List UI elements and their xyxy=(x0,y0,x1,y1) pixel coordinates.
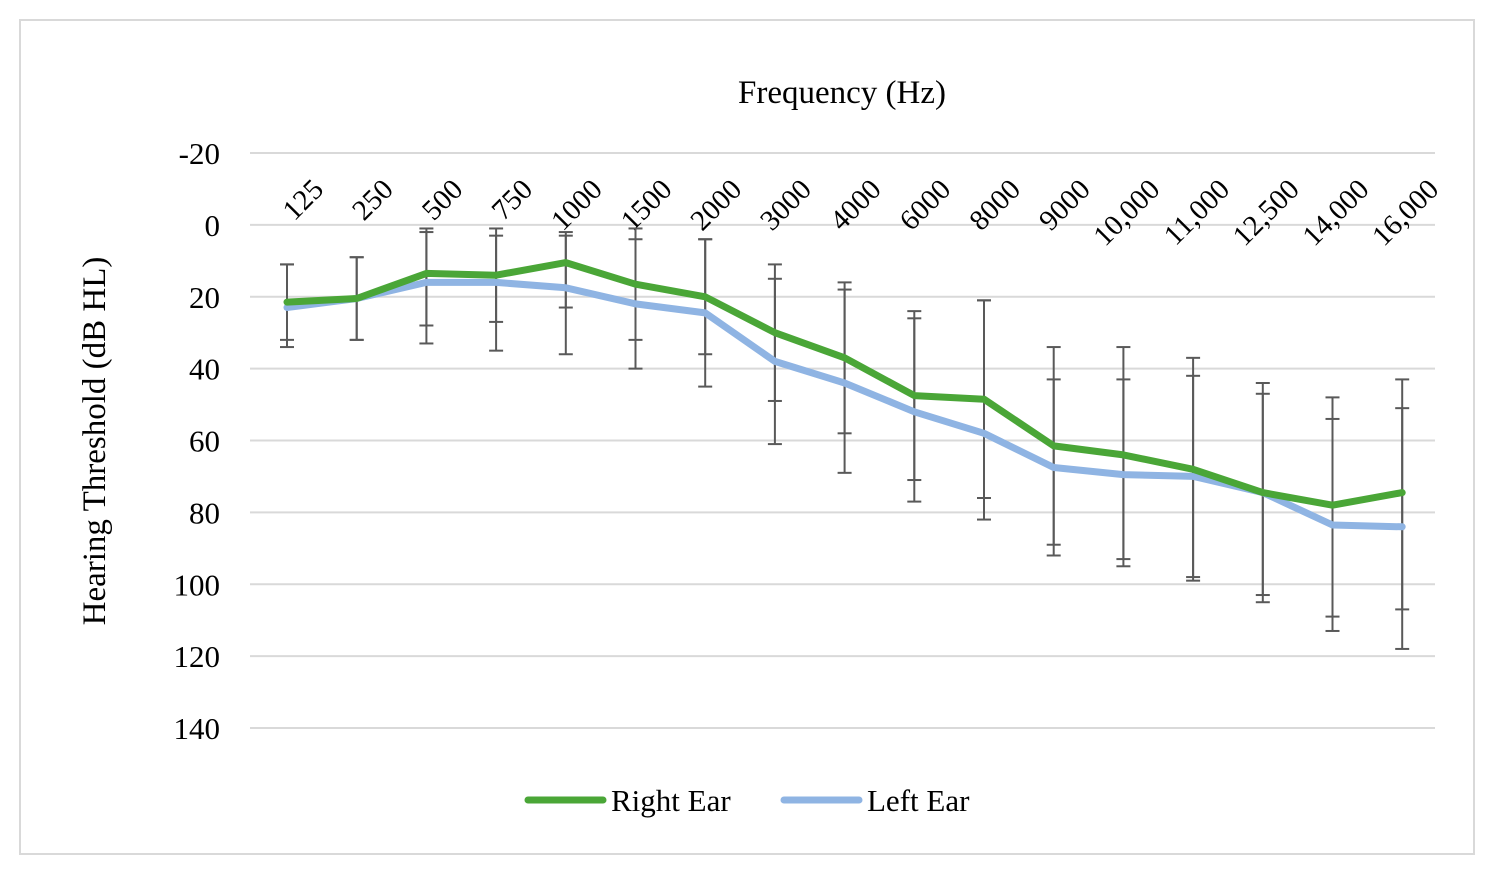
x-tick-label: 11,000 xyxy=(1158,173,1236,251)
gridlines xyxy=(250,152,1435,729)
x-tick-label: 9000 xyxy=(1033,173,1097,237)
y-tick-label: 20 xyxy=(189,280,220,315)
y-tick-label: 140 xyxy=(174,711,221,746)
x-tick-label: 14,000 xyxy=(1296,173,1375,252)
x-tick-label: 6000 xyxy=(894,173,958,237)
x-tick-label: 2000 xyxy=(685,173,749,237)
y-tick-label: 0 xyxy=(205,208,221,243)
x-axis-title: Frequency (Hz) xyxy=(738,75,946,111)
x-tick-label: 4000 xyxy=(824,173,888,237)
series-lines xyxy=(283,259,1406,531)
x-tick-label: 8000 xyxy=(963,173,1027,237)
x-axis-tick-labels: 125 250 500 750 1000 1500 2000 3000 4000 6000 8000… xyxy=(277,173,1446,252)
x-tick-label: 1000 xyxy=(545,173,609,237)
x-tick-label: 12,500 xyxy=(1227,173,1306,252)
y-tick-label: 80 xyxy=(189,495,220,530)
legend-label-right-ear: Right Ear xyxy=(611,783,731,818)
legend: Right Ear Left Ear xyxy=(524,783,970,818)
y-tick-label: 60 xyxy=(189,424,220,459)
chart-frame xyxy=(19,19,1475,855)
x-tick-label: 3000 xyxy=(754,173,818,237)
y-tick-label: 120 xyxy=(174,639,221,674)
y-axis-title: Hearing Threshold (dB HL) xyxy=(77,257,113,626)
error-bars xyxy=(280,227,1410,650)
right-ear-line xyxy=(283,259,1406,509)
left-ear-line xyxy=(283,278,1406,531)
legend-label-left-ear: Left Ear xyxy=(867,783,970,818)
x-tick-label: 125 xyxy=(277,173,330,226)
y-tick-label: 100 xyxy=(174,567,221,602)
x-tick-label: 1500 xyxy=(615,173,679,237)
y-axis-tick-labels: -20 0 20 40 60 80 100 120 140 xyxy=(174,136,221,746)
y-tick-label: 40 xyxy=(189,352,220,387)
x-tick-label: 750 xyxy=(486,173,539,226)
x-tick-label: 10,000 xyxy=(1087,173,1166,252)
x-tick-label: 250 xyxy=(346,173,399,226)
x-tick-label: 16,000 xyxy=(1366,173,1445,252)
x-tick-label: 500 xyxy=(416,173,469,226)
y-tick-label: -20 xyxy=(179,136,220,171)
